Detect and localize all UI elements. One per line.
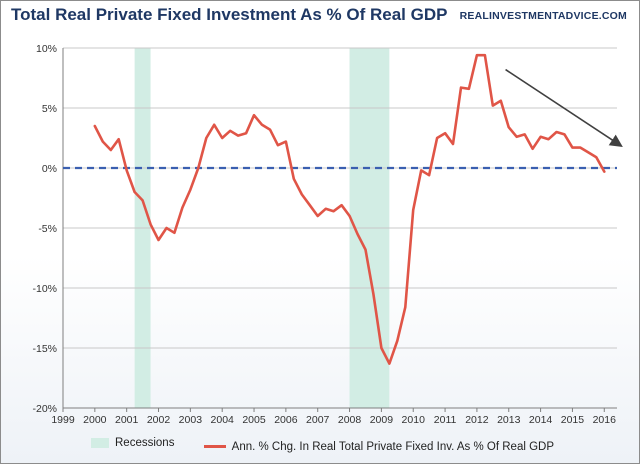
x-tick-label: 2002 — [147, 414, 171, 426]
x-tick-label: 2009 — [370, 414, 394, 426]
legend-series-label: Ann. % Chg. In Real Total Private Fixed … — [231, 440, 555, 453]
y-tick-label: -15% — [32, 343, 57, 355]
y-tick-label: -10% — [32, 283, 57, 295]
x-tick-label: 2000 — [83, 414, 107, 426]
series-line — [93, 53, 606, 365]
x-tick-label: 2007 — [306, 414, 330, 426]
trend-arrow — [505, 68, 623, 147]
legend-item-recessions: Recessions — [91, 437, 174, 449]
x-tick-label: 2008 — [338, 414, 362, 426]
x-tick-label: 2016 — [593, 414, 617, 426]
source-label: REALINVESTMENTADVICE.COM — [459, 10, 627, 22]
x-tick-label: 2012 — [465, 414, 489, 426]
x-tick-label: 2013 — [497, 414, 521, 426]
x-tick-label: 2014 — [529, 414, 553, 426]
recession-swatch — [91, 438, 109, 448]
y-tick-label: 0% — [42, 163, 57, 175]
x-tick-label: 2004 — [211, 414, 235, 426]
legend-item-series: Ann. % Chg. In Real Total Private Fixed … — [203, 440, 555, 453]
chart-title: Total Real Private Fixed Investment As %… — [11, 5, 448, 24]
x-tick-label: 2005 — [242, 414, 266, 426]
x-tick-label: 2010 — [402, 414, 426, 426]
y-tick-label: 5% — [42, 103, 57, 115]
x-tick-label: 2006 — [274, 414, 298, 426]
y-tick-label: -5% — [38, 223, 57, 235]
x-tick-label: 2011 — [434, 414, 457, 426]
y-tick-label: 10% — [36, 43, 57, 55]
chart-legend: Recessions Ann. % Chg. In Real Total Pri… — [91, 437, 580, 453]
series-swatch — [203, 445, 226, 448]
x-tick-label: 2015 — [561, 414, 585, 426]
x-tick-label: 2003 — [179, 414, 203, 426]
legend-recessions-label: Recessions — [115, 437, 175, 449]
x-tick-label: 2001 — [115, 414, 139, 426]
y-tick-label: -20% — [32, 403, 57, 415]
x-tick-label: 1999 — [51, 414, 75, 426]
